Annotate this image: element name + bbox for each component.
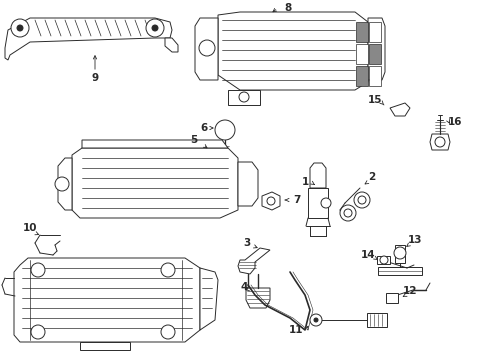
Text: 8: 8: [284, 3, 291, 13]
Text: 7: 7: [293, 195, 300, 205]
Polygon shape: [389, 103, 409, 116]
Circle shape: [309, 314, 321, 326]
Circle shape: [31, 263, 45, 277]
Text: 3: 3: [243, 238, 250, 248]
Text: 16: 16: [447, 117, 461, 127]
Polygon shape: [377, 267, 421, 275]
Text: 15: 15: [367, 95, 382, 105]
Bar: [355, 44, 367, 64]
Text: 9: 9: [91, 73, 99, 83]
Text: 14: 14: [360, 250, 375, 260]
Polygon shape: [227, 90, 260, 105]
Text: 5: 5: [190, 135, 197, 145]
Polygon shape: [80, 342, 130, 350]
Circle shape: [161, 263, 175, 277]
Bar: [355, 22, 367, 42]
Polygon shape: [394, 245, 404, 263]
Circle shape: [393, 247, 405, 259]
Circle shape: [55, 177, 69, 191]
Circle shape: [146, 19, 163, 37]
Polygon shape: [164, 38, 178, 52]
Circle shape: [434, 137, 444, 147]
Polygon shape: [238, 162, 258, 206]
Polygon shape: [367, 18, 384, 80]
Polygon shape: [195, 18, 218, 80]
Circle shape: [379, 256, 387, 264]
Polygon shape: [58, 158, 72, 210]
Bar: [355, 66, 367, 86]
Polygon shape: [14, 258, 200, 342]
Bar: [368, 22, 380, 42]
Polygon shape: [238, 248, 269, 274]
Polygon shape: [218, 12, 367, 90]
Circle shape: [357, 196, 365, 204]
Circle shape: [313, 318, 317, 322]
Circle shape: [239, 92, 248, 102]
Text: 2: 2: [367, 172, 375, 182]
Circle shape: [339, 205, 355, 221]
Text: 6: 6: [200, 123, 207, 133]
Circle shape: [17, 25, 23, 31]
Polygon shape: [262, 192, 280, 210]
Circle shape: [161, 325, 175, 339]
Circle shape: [199, 40, 215, 56]
Circle shape: [343, 209, 351, 217]
Text: 1: 1: [301, 177, 308, 187]
Text: 11: 11: [288, 325, 303, 335]
Text: 10: 10: [23, 223, 37, 233]
Polygon shape: [82, 140, 227, 148]
Circle shape: [11, 19, 29, 37]
Polygon shape: [307, 188, 327, 218]
Circle shape: [152, 25, 158, 31]
Text: 4: 4: [240, 282, 247, 292]
Circle shape: [31, 325, 45, 339]
Circle shape: [215, 120, 235, 140]
Bar: [368, 66, 380, 86]
Polygon shape: [366, 313, 386, 327]
Polygon shape: [429, 134, 449, 150]
Polygon shape: [5, 18, 172, 60]
Polygon shape: [309, 163, 325, 188]
Text: 12: 12: [402, 286, 416, 296]
Polygon shape: [200, 268, 218, 330]
Circle shape: [266, 197, 274, 205]
Bar: [368, 44, 380, 64]
Circle shape: [353, 192, 369, 208]
Polygon shape: [376, 256, 389, 264]
Polygon shape: [385, 293, 397, 303]
Circle shape: [320, 198, 330, 208]
Polygon shape: [245, 288, 269, 308]
Polygon shape: [72, 148, 238, 218]
Text: 13: 13: [407, 235, 421, 245]
